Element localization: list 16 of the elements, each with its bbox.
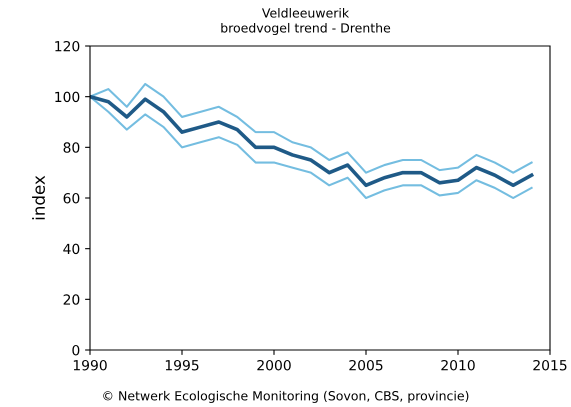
y-tick-label: 40 [63, 244, 80, 254]
text: © Netwerk Ecologische Monitoring (Sovon, CBS, provincie) [103, 390, 468, 403]
x-tick-label: 2015 [533, 360, 566, 370]
y-tick-label: 0 [72, 344, 80, 356]
y-tick-label: 100 [55, 92, 80, 102]
y-tick-label: 60 [64, 192, 80, 204]
y-tick-label: 20 [64, 294, 80, 305]
x-tick-label: 2000 [257, 360, 291, 370]
x-tick-label: 2005 [349, 360, 382, 370]
y-tick-label: 80 [64, 142, 80, 153]
x-tick-label: 1990 [74, 360, 107, 370]
y-tick-label: 120 [55, 40, 80, 52]
chart-title: Veldleeuwerik broedvogel trend - Drenthe [221, 8, 390, 36]
x-tick-label: 2010 [441, 360, 475, 370]
y-axis-title: index [32, 176, 45, 220]
x-tick-label: 1995 [166, 360, 198, 370]
